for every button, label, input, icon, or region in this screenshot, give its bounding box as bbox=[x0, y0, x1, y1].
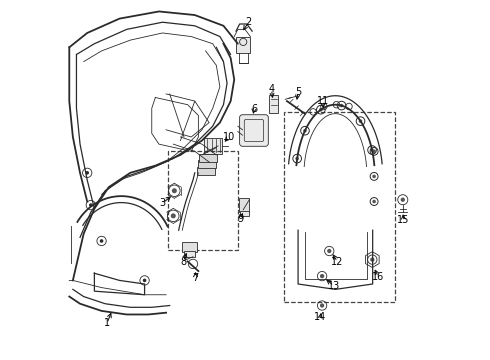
Bar bbox=[204, 138, 222, 154]
Circle shape bbox=[143, 279, 147, 282]
Circle shape bbox=[320, 303, 324, 308]
Circle shape bbox=[372, 149, 376, 153]
Circle shape bbox=[370, 257, 374, 262]
Text: 11: 11 bbox=[317, 96, 329, 106]
Text: 3: 3 bbox=[159, 198, 166, 208]
Circle shape bbox=[320, 274, 324, 278]
Circle shape bbox=[327, 249, 331, 253]
Circle shape bbox=[372, 200, 376, 203]
Text: 16: 16 bbox=[372, 272, 385, 282]
Text: 13: 13 bbox=[328, 281, 340, 291]
Circle shape bbox=[340, 104, 343, 107]
Bar bbox=[239, 198, 249, 212]
Text: 4: 4 bbox=[269, 84, 274, 94]
Circle shape bbox=[303, 129, 307, 132]
Text: 5: 5 bbox=[295, 87, 301, 97]
Text: 2: 2 bbox=[245, 17, 252, 27]
Circle shape bbox=[171, 213, 176, 219]
Text: 6: 6 bbox=[251, 104, 257, 114]
Circle shape bbox=[85, 171, 89, 175]
Circle shape bbox=[89, 203, 93, 207]
Bar bbox=[182, 242, 196, 252]
Text: 8: 8 bbox=[180, 257, 186, 267]
Circle shape bbox=[372, 175, 376, 178]
Bar bbox=[168, 151, 238, 250]
Text: 10: 10 bbox=[223, 132, 235, 142]
Text: 7: 7 bbox=[193, 273, 198, 283]
Text: 1: 1 bbox=[104, 319, 110, 328]
Bar bbox=[270, 95, 278, 113]
Text: 14: 14 bbox=[314, 312, 326, 322]
Circle shape bbox=[319, 108, 322, 112]
Circle shape bbox=[359, 120, 362, 123]
Bar bbox=[199, 154, 218, 162]
Circle shape bbox=[401, 198, 405, 202]
Bar bbox=[197, 167, 215, 175]
Bar bbox=[284, 112, 395, 302]
Text: 15: 15 bbox=[397, 215, 410, 225]
Bar bbox=[198, 160, 216, 168]
Circle shape bbox=[295, 157, 299, 160]
Bar bbox=[236, 37, 250, 53]
Bar bbox=[184, 251, 195, 257]
Text: 9: 9 bbox=[237, 215, 244, 224]
Circle shape bbox=[100, 239, 103, 243]
Text: 12: 12 bbox=[331, 257, 343, 267]
Circle shape bbox=[172, 188, 177, 193]
FancyBboxPatch shape bbox=[240, 115, 269, 146]
Bar bbox=[240, 211, 249, 216]
Circle shape bbox=[370, 148, 374, 152]
